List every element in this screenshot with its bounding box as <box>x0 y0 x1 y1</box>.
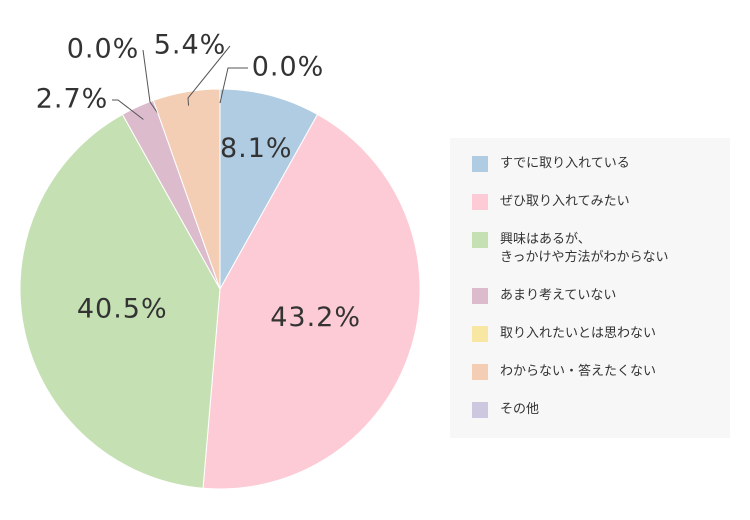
legend: すでに取り入れている ぜひ取り入れてみたい興味はあるが、 きっかけや方法がわからな… <box>450 138 730 438</box>
legend-label: わからない・答えたくない <box>500 364 657 379</box>
legend-swatch <box>472 232 488 248</box>
data-label: 40.5% <box>77 294 168 325</box>
pie-slice <box>219 88 319 291</box>
legend-swatch <box>472 288 488 304</box>
leader-line <box>142 49 159 114</box>
legend-label: 興味はあるが、 きっかけや方法がわからない <box>500 232 669 265</box>
legend-swatch <box>472 156 488 172</box>
legend-item: ぜひ取り入れてみたい <box>472 193 730 211</box>
legend-item: すでに取り入れている <box>472 155 730 173</box>
legend-swatch <box>472 402 488 418</box>
legend-swatch <box>472 364 488 380</box>
legend-swatch <box>472 194 488 210</box>
leader-line <box>187 45 231 106</box>
leader-line <box>219 67 248 104</box>
legend-item: 取り入れたいとは思わない <box>472 325 730 343</box>
legend-label: ぜひ取り入れてみたい <box>500 194 630 209</box>
legend-swatch <box>472 326 488 342</box>
pie-slice <box>202 113 421 490</box>
legend-item: その他 <box>472 401 730 419</box>
data-label: 5.4% <box>154 30 227 61</box>
data-label: 43.2% <box>270 302 361 333</box>
legend-label: すでに取り入れている <box>500 156 630 171</box>
legend-item: わからない・答えたくない <box>472 363 730 381</box>
legend-item: あまり考えていない <box>472 287 730 305</box>
legend-item: 興味はあるが、 きっかけや方法がわからない <box>472 231 730 267</box>
pie-slice <box>19 113 221 489</box>
data-label: 8.1% <box>220 133 293 164</box>
pie-slice <box>152 88 221 290</box>
legend-label: その他 <box>500 402 540 417</box>
legend-label: あまり考えていない <box>500 288 617 303</box>
legend-label: 取り入れたいとは思わない <box>500 326 657 341</box>
data-label: 2.7% <box>36 84 109 115</box>
leader-line <box>112 99 144 120</box>
data-label: 0.0% <box>67 34 140 65</box>
data-label: 0.0% <box>252 52 325 83</box>
